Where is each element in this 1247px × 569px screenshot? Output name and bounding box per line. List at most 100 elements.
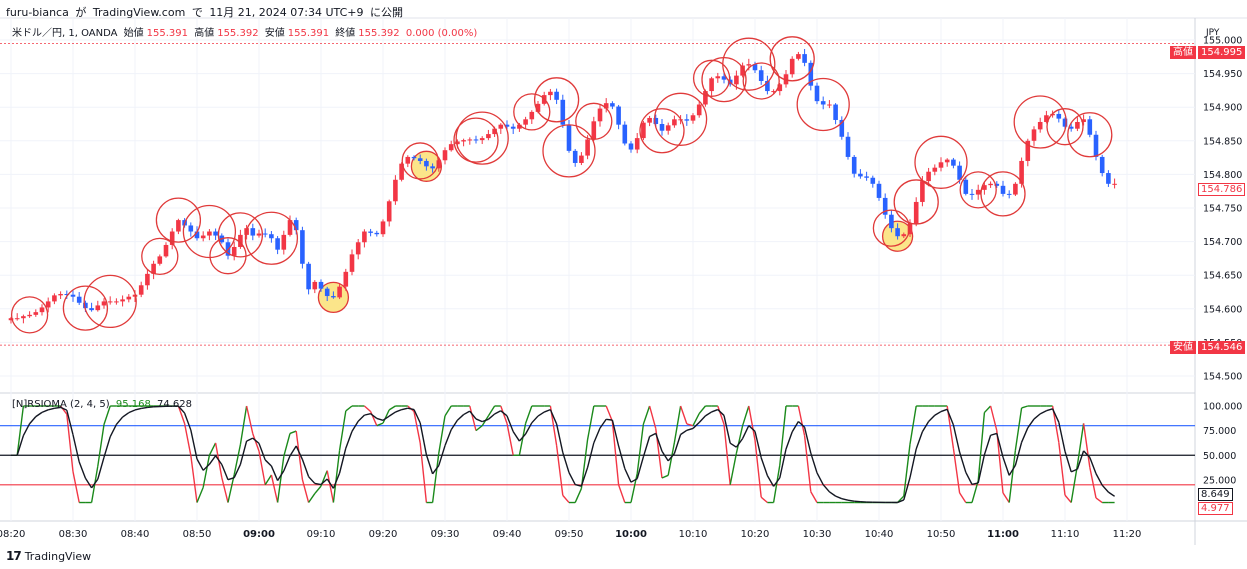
rsi-slow-segment bbox=[705, 411, 712, 417]
candle-body bbox=[27, 314, 32, 317]
low-tag: 安値 bbox=[1170, 341, 1196, 354]
rsi-slow-segment bbox=[190, 429, 198, 460]
rsi-fast-segment bbox=[661, 474, 669, 479]
rsi-slow-segment bbox=[835, 495, 843, 500]
rsi-title[interactable]: [N]RSIOMA (2, 4, 5) bbox=[12, 399, 110, 410]
publish-date: 11月 21, 2024 07:34 UTC+9 bbox=[209, 6, 364, 19]
rsi-fast-segment bbox=[252, 433, 260, 452]
time-tick-label: 10:00 bbox=[615, 529, 647, 540]
rsi-slow-segment bbox=[41, 409, 49, 414]
candle-body bbox=[486, 134, 491, 139]
rsi-slow-segment bbox=[915, 431, 924, 450]
rsi-fast-segment bbox=[717, 405, 725, 425]
rsi-slow-segment bbox=[537, 411, 545, 417]
rsi-slow-segment bbox=[1020, 427, 1029, 443]
candle-body bbox=[572, 150, 578, 163]
candle-body bbox=[603, 103, 609, 109]
rsi-fast-segment bbox=[1082, 423, 1091, 468]
publisher-name[interactable]: furu-bianca bbox=[6, 6, 69, 19]
rsi-fast-segment bbox=[1014, 407, 1023, 451]
rsi-fast-segment bbox=[506, 423, 514, 456]
candle-body bbox=[188, 225, 194, 232]
tradingview-brand[interactable]: TradingView bbox=[24, 549, 92, 563]
last-price-tag: 154.786 bbox=[1198, 183, 1246, 196]
candle-body bbox=[653, 117, 659, 124]
time-tick-label: 08:40 bbox=[121, 529, 150, 540]
rsi-fast-segment bbox=[1095, 497, 1103, 504]
rsi-slow-segment bbox=[735, 438, 744, 448]
rsi-fast-segment bbox=[1008, 450, 1017, 503]
rsi-slow-segment bbox=[481, 418, 489, 423]
candle-body bbox=[851, 156, 857, 174]
rsi-slow-segment bbox=[351, 420, 359, 432]
rsi-fast-segment bbox=[741, 405, 750, 426]
candle-body bbox=[597, 108, 603, 122]
rsi-slow-segment bbox=[854, 500, 861, 503]
rsi-slow-segment bbox=[698, 415, 706, 423]
time-tick-label: 10:30 bbox=[803, 529, 832, 540]
candle-body bbox=[194, 231, 200, 239]
rsi-slow-segment bbox=[1108, 491, 1115, 497]
rsi-fast-segment bbox=[183, 423, 192, 456]
rsi-slow-segment bbox=[215, 455, 223, 465]
rsi-slow-segment bbox=[147, 406, 154, 409]
candle-body bbox=[138, 285, 144, 295]
annotation-circle bbox=[1046, 108, 1084, 146]
price-tick-label: 154.600 bbox=[1203, 304, 1242, 315]
rsi-fast-segment bbox=[97, 424, 105, 467]
rsi-slow-segment bbox=[16, 435, 25, 456]
rsi-slow-segment bbox=[946, 409, 955, 426]
time-tick-label: 09:30 bbox=[431, 529, 460, 540]
rsi-fast-segment bbox=[959, 492, 967, 503]
candle-body bbox=[1013, 183, 1018, 195]
candle-body bbox=[820, 101, 826, 105]
rsi-slow-segment bbox=[1046, 408, 1053, 412]
rsi-slow-segment bbox=[376, 417, 384, 422]
candle-body bbox=[461, 140, 466, 142]
candle-body bbox=[492, 128, 497, 135]
candle-body bbox=[157, 256, 163, 264]
candle-body bbox=[318, 281, 324, 289]
rsi-slow-segment bbox=[760, 457, 769, 476]
rsi-fast-segment bbox=[202, 455, 211, 488]
rsi-slow-segment bbox=[289, 445, 297, 457]
rsi-slow-segment bbox=[141, 406, 148, 410]
time-tick-label: 10:10 bbox=[679, 529, 708, 540]
tradingview-logo-icon[interactable]: 17 bbox=[6, 549, 22, 563]
candle-body bbox=[634, 138, 640, 150]
candle-body bbox=[560, 99, 566, 125]
annotation-circle bbox=[453, 117, 499, 163]
rsi-slow-segment bbox=[401, 407, 408, 411]
candle-body bbox=[721, 76, 727, 80]
rsi-slow-segment bbox=[29, 416, 37, 425]
rsi-slow-segment bbox=[711, 408, 719, 413]
candle-body bbox=[107, 301, 113, 303]
rsi-fast-segment bbox=[983, 405, 992, 414]
currency-label[interactable]: JPY bbox=[1206, 28, 1220, 38]
rsi-fast-segment bbox=[239, 405, 248, 445]
candle-body bbox=[83, 302, 88, 309]
symbol-label[interactable]: 米ドル／円, 1, OANDA bbox=[12, 28, 118, 39]
rsi-slow-segment bbox=[500, 410, 508, 417]
rsi-slow-segment bbox=[686, 427, 694, 431]
rsi-slow-segment bbox=[810, 452, 818, 474]
rsi-fast-segment bbox=[673, 405, 682, 443]
rsi-fast-segment bbox=[190, 455, 198, 503]
candle-body bbox=[882, 197, 888, 215]
close-label: 終値 bbox=[335, 28, 356, 39]
candle-body bbox=[300, 230, 305, 264]
rsi-fast-segment bbox=[679, 405, 688, 425]
candle-body bbox=[337, 286, 342, 298]
rsi-slow-segment bbox=[599, 418, 607, 429]
candle-body bbox=[523, 119, 528, 125]
candle-body bbox=[703, 91, 708, 105]
rsi-slow-segment bbox=[1083, 450, 1091, 458]
candle-body bbox=[944, 159, 950, 163]
rsi-slow-segment bbox=[847, 499, 855, 502]
candle-body bbox=[628, 143, 634, 150]
rsi-fast-segment bbox=[667, 442, 676, 476]
rsi-slow-segment bbox=[996, 433, 1004, 458]
site-name[interactable]: TradingView.com bbox=[92, 6, 186, 19]
candle-body bbox=[349, 254, 355, 272]
